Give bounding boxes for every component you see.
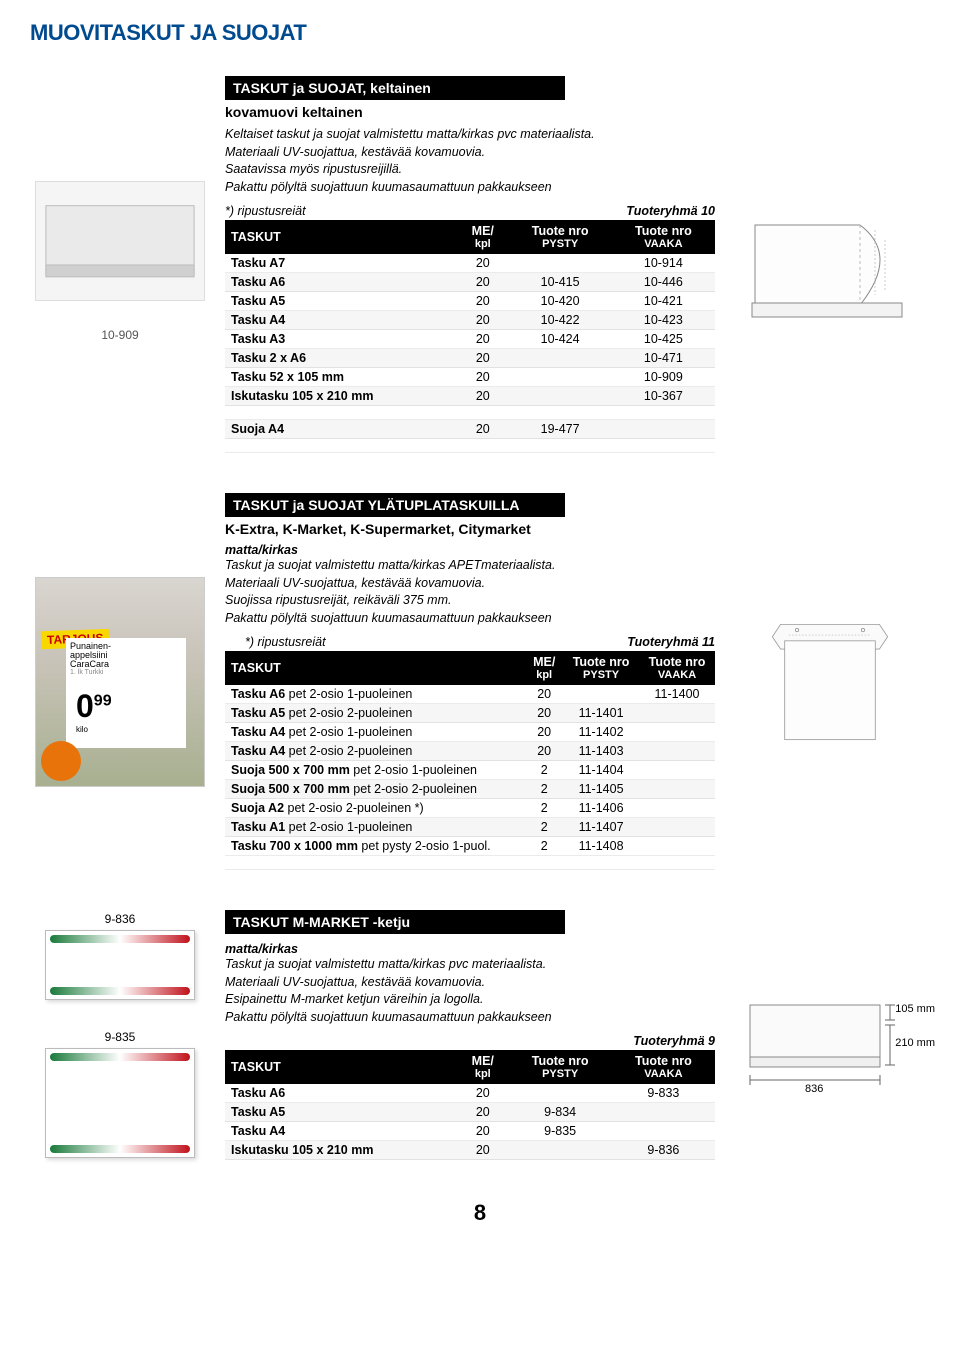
diagram-1: [740, 195, 920, 335]
orange-icon: [41, 741, 81, 781]
table-row: Tasku A42010-42210-423: [225, 311, 715, 330]
table-row: Tasku A4209-835: [225, 1122, 715, 1141]
section-3-header: TASKUT M-MARKET -ketju: [225, 910, 565, 934]
table-row: Tasku A4 pet 2-osio 2-puoleinen2011-1403: [225, 742, 715, 761]
label-box-top: [45, 930, 195, 1000]
desc-line: Pakattu pölyltä suojattuun kuumasaumattu…: [225, 610, 715, 628]
diagram-2: [740, 612, 920, 752]
section-2-sub: K-Extra, K-Market, K-Supermarket, Cityma…: [225, 521, 715, 537]
image-label-1: 10-909: [101, 328, 138, 342]
diagram-3: 836 105 mm 210 mm: [735, 965, 925, 1105]
label-group-bot: 9-835: [45, 1030, 195, 1158]
section-3-desc: Taskut ja suojat valmistettu matta/kirka…: [225, 956, 715, 1026]
table-row: Tasku 52 x 105 mm2010-909: [225, 368, 715, 387]
desc-line: Suojissa ripustusreijät, reikäväli 375 m…: [225, 592, 715, 610]
label-group-top: 9-836: [45, 912, 195, 1000]
price-unit: kilo: [76, 725, 112, 734]
table-row: Tasku A4 pet 2-osio 1-puoleinen2011-1402: [225, 723, 715, 742]
label-box-bot: [45, 1048, 195, 1158]
table-row: Tasku A1 pet 2-osio 1-puoleinen211-1407: [225, 818, 715, 837]
label-caption-bot: 9-835: [45, 1030, 195, 1044]
page-title: MUOVITASKUT JA SUOJAT: [30, 20, 930, 46]
th-pysty: Tuote nroPYSTY: [563, 651, 639, 685]
th-name: TASKUT: [225, 220, 457, 254]
th-name: TASKUT: [225, 1050, 457, 1084]
store-photo: TARJOUS Punainen- appelsiini CaraCara 1.…: [35, 577, 205, 787]
th-me: ME/kpl: [457, 220, 508, 254]
section-1-desc: Keltaiset taskut ja suojat valmistettu m…: [225, 126, 715, 196]
section-1-header: TASKUT ja SUOJAT, keltainen: [225, 76, 565, 100]
table-row: Tasku A32010-42410-425: [225, 330, 715, 349]
desc-line: Materiaali UV-suojattua, kestävää kovamu…: [225, 974, 715, 992]
section-2: TARJOUS Punainen- appelsiini CaraCara 1.…: [30, 493, 930, 870]
table-row: Suoja A42019-477: [225, 420, 715, 439]
th-pysty: Tuote nroPYSTY: [509, 1050, 612, 1084]
dim-h1: 105 mm: [895, 1003, 935, 1015]
desc-line: Esipainettu M-market ketjun väreihin ja …: [225, 991, 715, 1009]
table-row: Iskutasku 105 x 210 mm209-836: [225, 1141, 715, 1160]
table-row: Suoja 500 x 700 mm pet 2-osio 2-puoleine…: [225, 780, 715, 799]
th-pysty: Tuote nroPYSTY: [509, 220, 612, 254]
th-name: TASKUT: [225, 651, 525, 685]
table-3: TASKUT ME/kpl Tuote nroPYSTY Tuote nroVA…: [225, 1050, 715, 1160]
desc-line: Taskut ja suojat valmistettu matta/kirka…: [225, 956, 715, 974]
section-3: 9-836 9-835 TASKUT M-MARKET -ketju matta…: [30, 910, 930, 1160]
desc-line: Pakattu pölyltä suojattuun kuumasaumattu…: [225, 179, 715, 197]
note-right: Tuoteryhmä 9: [633, 1034, 715, 1048]
desc-line: Materiaali UV-suojattua, kestävää kovamu…: [225, 144, 715, 162]
table-row: Tasku 2 x A62010-471: [225, 349, 715, 368]
section-2-desc: Taskut ja suojat valmistettu matta/kirka…: [225, 557, 715, 627]
table-2: TASKUT ME/kpl Tuote nroPYSTY Tuote nroVA…: [225, 651, 715, 870]
section-1: 10-909 TASKUT ja SUOJAT, keltainen kovam…: [30, 76, 930, 453]
sign-text: Punainen- appelsiini CaraCara: [70, 642, 182, 669]
table-row: Iskutasku 105 x 210 mm2010-367: [225, 387, 715, 406]
section-3-subtitle: matta/kirkas: [225, 942, 715, 956]
table-row: Tasku A6209-833: [225, 1084, 715, 1103]
label-caption-top: 9-836: [45, 912, 195, 926]
table-row: Tasku A52010-42010-421: [225, 292, 715, 311]
table-1: TASKUT ME/kpl Tuote nroPYSTY Tuote nroVA…: [225, 220, 715, 453]
table-row: Suoja 500 x 700 mm pet 2-osio 1-puoleine…: [225, 761, 715, 780]
note-left: *) ripustusreiät: [225, 204, 306, 218]
table-row: Tasku A5209-834: [225, 1103, 715, 1122]
desc-line: Pakattu pölyltä suojattuun kuumasaumattu…: [225, 1009, 715, 1027]
section-2-header: TASKUT ja SUOJAT YLÄTUPLATASKUILLA: [225, 493, 565, 517]
table-row: Tasku A5 pet 2-osio 2-puoleinen2011-1401: [225, 704, 715, 723]
th-me: ME/kpl: [457, 1050, 508, 1084]
sign-text2: 1. lk Turkki: [70, 669, 182, 676]
page-number: 8: [30, 1200, 930, 1226]
section-2-subtitle: matta/kirkas: [225, 543, 715, 557]
dim-h2: 210 mm: [895, 1037, 935, 1049]
section-1-sub: kovamuovi keltainen: [225, 104, 715, 120]
desc-line: Taskut ja suojat valmistettu matta/kirka…: [225, 557, 715, 575]
note-left: *) ripustusreiät: [225, 635, 326, 649]
desc-line: Materiaali UV-suojattua, kestävää kovamu…: [225, 575, 715, 593]
price: 099 kilo: [76, 688, 112, 734]
note-right: Tuoteryhmä 11: [627, 635, 715, 649]
product-image-1: [35, 181, 205, 301]
th-me: ME/kpl: [525, 651, 563, 685]
table-row: Tasku A72010-914: [225, 254, 715, 273]
desc-line: Keltaiset taskut ja suojat valmistettu m…: [225, 126, 715, 144]
th-vaaka: Tuote nroVAAKA: [612, 1050, 715, 1084]
table-row: Tasku 700 x 1000 mm pet pysty 2-osio 1-p…: [225, 837, 715, 856]
th-vaaka: Tuote nroVAAKA: [639, 651, 715, 685]
note-right: Tuoteryhmä 10: [626, 204, 715, 218]
desc-line: Saatavissa myös ripustusreijillä.: [225, 161, 715, 179]
table-row: Suoja A2 pet 2-osio 2-puoleinen *)211-14…: [225, 799, 715, 818]
table-row: Tasku A62010-41510-446: [225, 273, 715, 292]
table-row: Tasku A6 pet 2-osio 1-puoleinen2011-1400: [225, 685, 715, 704]
dim-w: 836: [805, 1083, 823, 1095]
th-vaaka: Tuote nroVAAKA: [612, 220, 715, 254]
